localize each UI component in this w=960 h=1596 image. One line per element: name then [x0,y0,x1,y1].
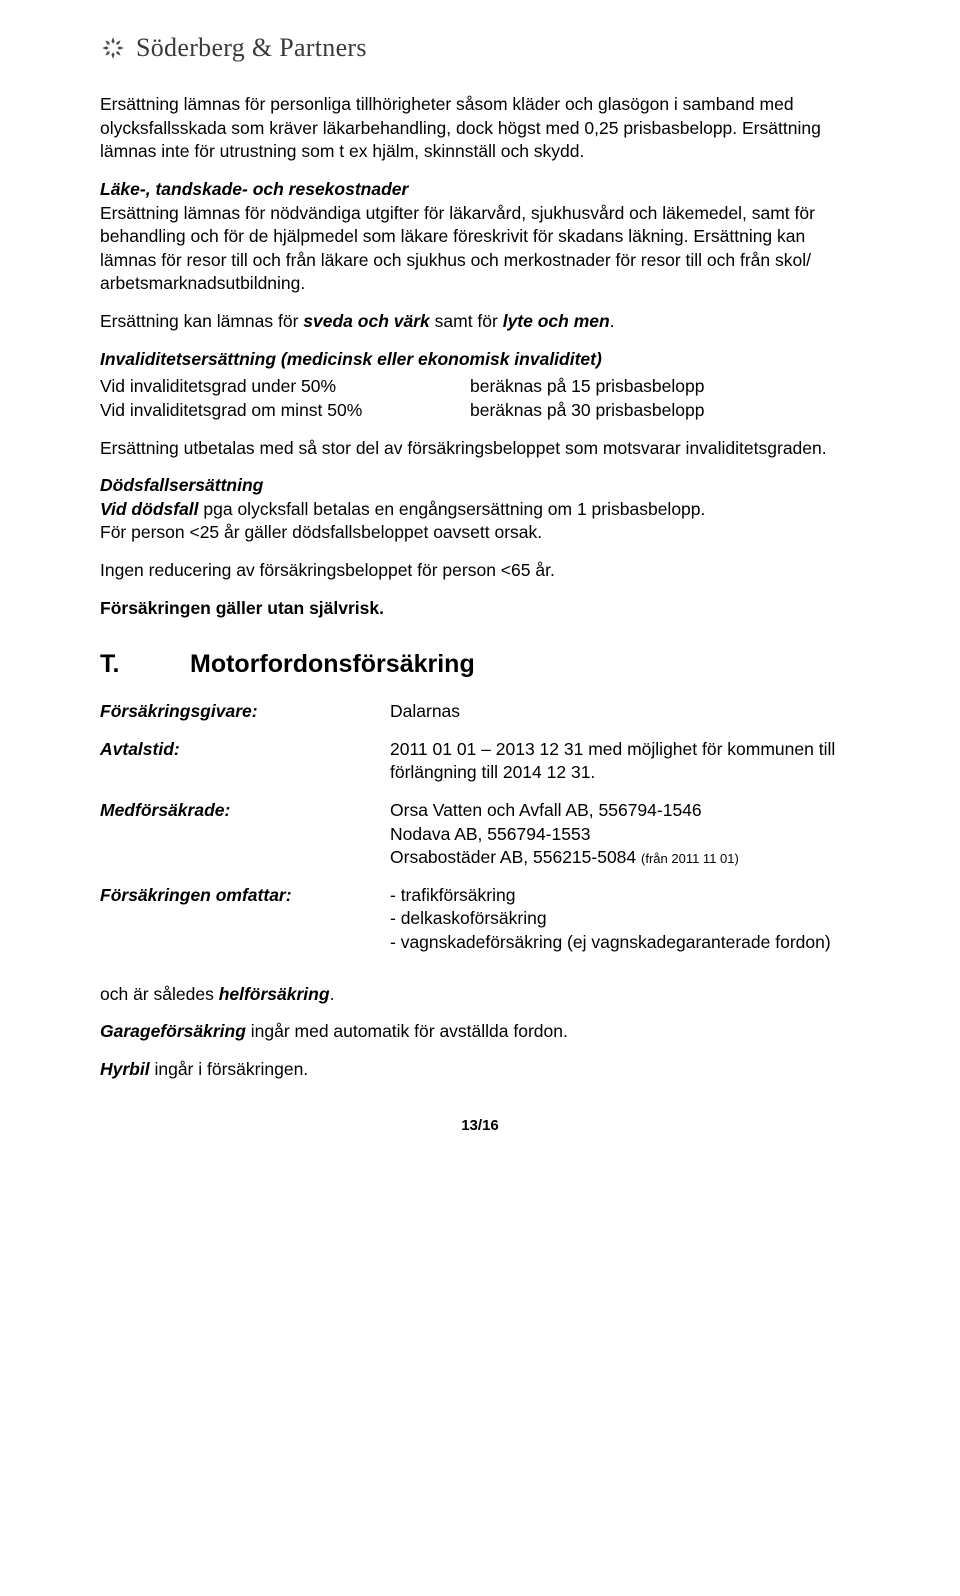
paragraph: Ersättning lämnas för personliga tillhör… [100,93,860,164]
info-row: Försäkringen omfattar: - trafikförsäkrin… [100,884,860,969]
info-value: Orsa Vatten och Avfall AB, 556794-1546 N… [390,799,860,884]
subheading: Dödsfallsersättning [100,475,263,495]
section-letter: T. [100,648,190,682]
info-value: Dalarnas [390,700,860,738]
body-text: samt för [430,311,503,331]
emphasis: Garageförsäkring [100,1021,246,1041]
info-label: Medförsäkrade: [100,799,390,884]
info-table: Försäkringsgivare: Dalarnas Avtalstid: 2… [100,700,860,969]
invalidity-row: Vid invaliditetsgrad om minst 50% beräkn… [100,399,860,423]
paragraph: Läke-, tandskade- och resekostnader Ersä… [100,178,860,296]
invalidity-label: Vid invaliditetsgrad under 50% [100,375,470,399]
info-label: Försäkringen omfattar: [100,884,390,969]
body-text: För person <25 år gäller dödsfallsbelopp… [100,522,542,542]
paragraph: och är således helförsäkring. [100,983,860,1007]
info-row: Medförsäkrade: Orsa Vatten och Avfall AB… [100,799,860,884]
emphasis: Vid dödsfall [100,499,199,519]
emphasis: Hyrbil [100,1059,150,1079]
info-label: Försäkringsgivare: [100,700,390,738]
info-value: 2011 01 01 – 2013 12 31 med möjlighet fö… [390,738,860,799]
info-row: Avtalstid: 2011 01 01 – 2013 12 31 med m… [100,738,860,799]
list-item: - trafikförsäkring [390,885,515,905]
info-row: Försäkringsgivare: Dalarnas [100,700,860,738]
paragraph: Invaliditetsersättning (medicinsk eller … [100,348,860,372]
invalidity-row: Vid invaliditetsgrad under 50% beräknas … [100,375,860,399]
body-text: och är således [100,984,219,1004]
invalidity-value: beräknas på 15 prisbasbelopp [470,375,860,399]
paragraph: Hyrbil ingår i försäkringen. [100,1058,860,1082]
paragraph: Ersättning utbetalas med så stor del av … [100,437,860,461]
list-item: - delkaskoförsäkring [390,908,547,928]
info-note: (från 2011 11 01) [641,851,739,866]
logo-text: Söderberg & Partners [136,30,367,65]
info-label: Avtalstid: [100,738,390,799]
info-value: - trafikförsäkring - delkaskoförsäkring … [390,884,860,969]
body-text: Ersättning kan lämnas för [100,311,303,331]
body-text: . [610,311,615,331]
section-title: Motorfordonsförsäkring [190,650,475,678]
paragraph: Garageförsäkring ingår med automatik för… [100,1020,860,1044]
paragraph: Försäkringen gäller utan självrisk. [100,597,860,621]
emphasis: sveda och värk [303,311,429,331]
body-text: Ersättning lämnas för nödvändiga utgifte… [100,203,815,294]
logo-icon [100,35,126,61]
invalidity-label: Vid invaliditetsgrad om minst 50% [100,399,470,423]
info-line: Nodava AB, 556794-1553 [390,824,590,844]
emphasis: helförsäkring [219,984,330,1004]
logo: Söderberg & Partners [100,30,860,65]
subheading: Invaliditetsersättning (medicinsk eller … [100,349,602,369]
paragraph: Dödsfallsersättning Vid dödsfall pga oly… [100,474,860,545]
info-line: Orsa Vatten och Avfall AB, 556794-1546 [390,800,702,820]
paragraph: Ingen reducering av försäkringsbeloppet … [100,559,860,583]
body-text: pga olycksfall betalas en engångsersättn… [199,499,706,519]
info-line: Orsabostäder AB, 556215-5084 [390,847,641,867]
body-text: . [330,984,335,1004]
paragraph: Ersättning kan lämnas för sveda och värk… [100,310,860,334]
list-item: - vagnskadeförsäkring (ej vagnskadegaran… [390,932,831,952]
emphasis: lyte och men [503,311,610,331]
invalidity-value: beräknas på 30 prisbasbelopp [470,399,860,423]
page-number: 13/16 [100,1116,860,1136]
body-text: ingår i försäkringen. [150,1059,309,1079]
section-heading: T.Motorfordonsförsäkring [100,648,860,682]
subheading: Läke-, tandskade- och resekostnader [100,179,408,199]
body-text: ingår med automatik för avställda fordon… [246,1021,568,1041]
